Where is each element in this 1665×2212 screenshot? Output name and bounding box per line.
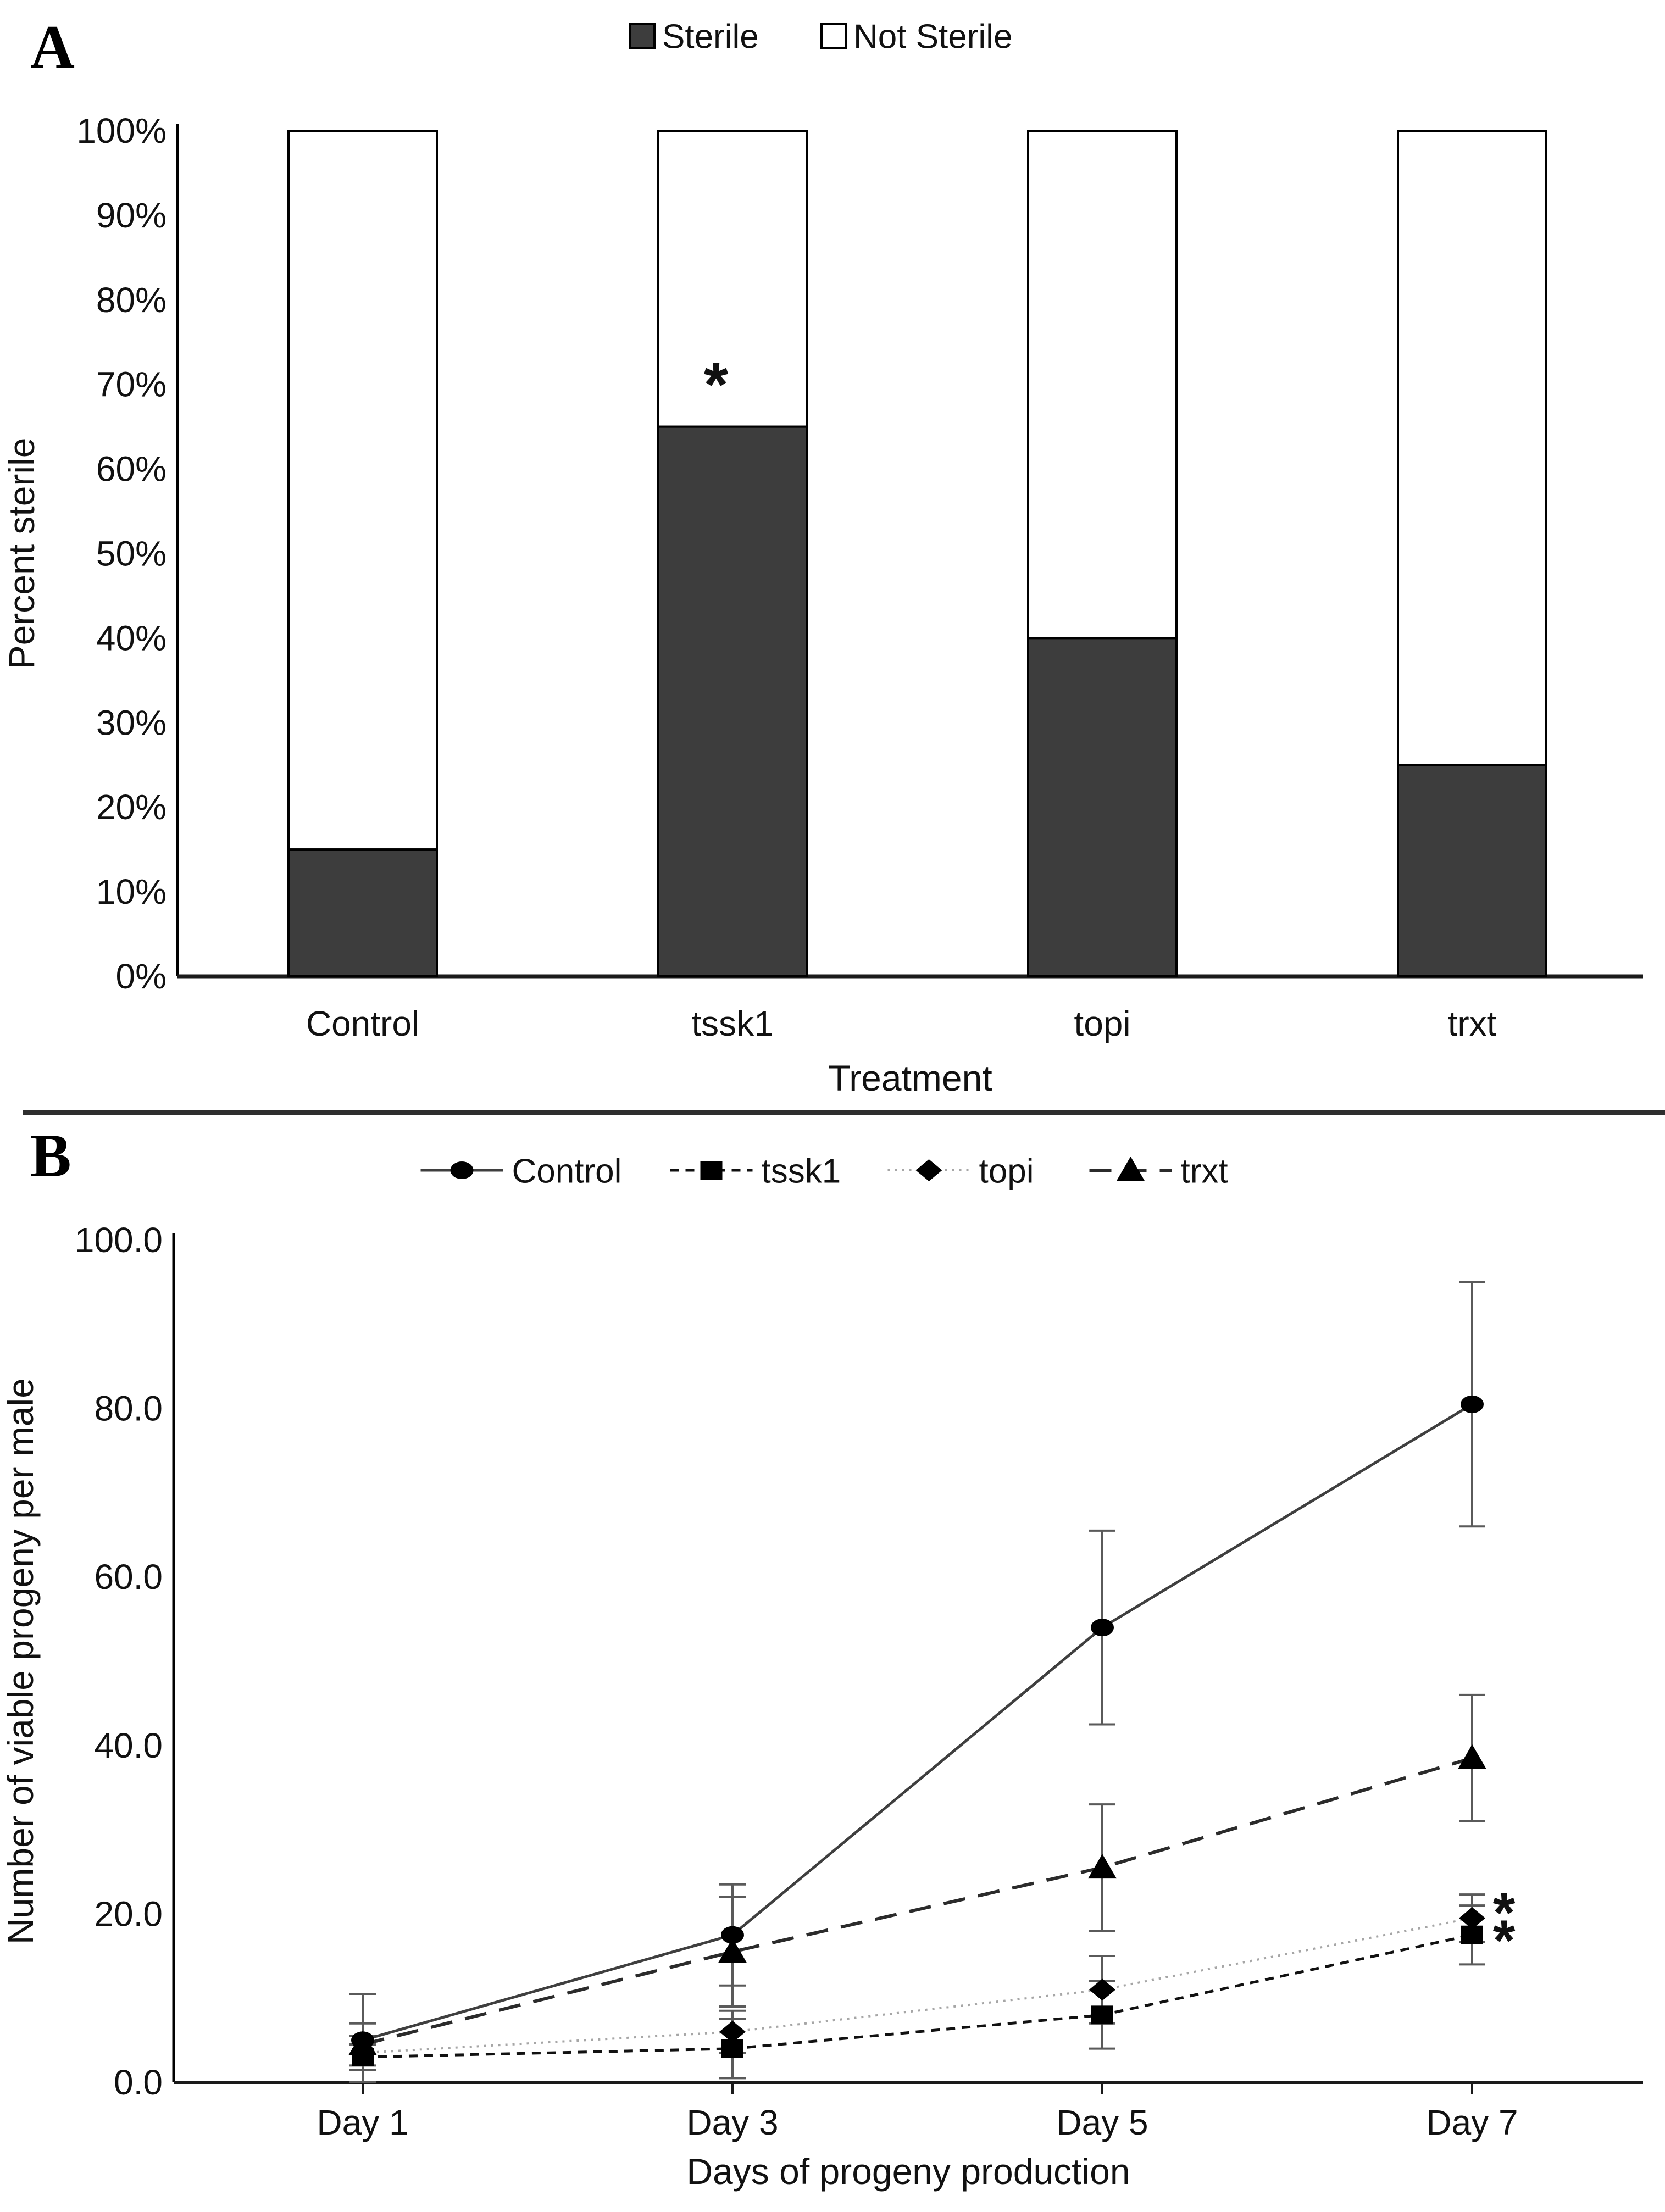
series-line-tssk1 bbox=[362, 1933, 1473, 2059]
y-tick-label: 20% bbox=[96, 787, 166, 827]
data-point-trxt bbox=[1458, 1744, 1486, 1769]
legend-label: tssk1 bbox=[762, 1152, 841, 1190]
data-point-tssk1 bbox=[1091, 2005, 1113, 2025]
x-tick-label: Day 5 bbox=[1056, 2103, 1148, 2142]
data-point-Control bbox=[721, 1926, 744, 1944]
legend-marker-square bbox=[700, 1161, 723, 1180]
legend-swatch-sterile bbox=[629, 23, 656, 49]
data-point-topi bbox=[719, 2021, 746, 2043]
y-tick-label: 40.0 bbox=[94, 1726, 163, 1765]
legend-marker-diamond bbox=[915, 1159, 942, 1181]
x-axis-title: Treatment bbox=[828, 1058, 992, 1098]
bar-segment-not-sterile bbox=[1027, 130, 1178, 640]
y-tick-label: 70% bbox=[96, 365, 166, 404]
panel-b-progeny-line-chart: Control tssk1 topi trxt 0.0 20.0 40.0 60.0 80.0 1… bbox=[0, 1152, 1643, 2192]
y-tick-label: 60% bbox=[96, 449, 166, 489]
panel-b-label: B bbox=[30, 1122, 71, 1190]
data-point-trxt bbox=[1088, 1854, 1117, 1879]
bar-segment-not-sterile bbox=[1397, 130, 1547, 766]
x-tick-label: Day 3 bbox=[686, 2103, 778, 2142]
legend-label: trxt bbox=[1181, 1152, 1228, 1190]
x-tick-label: trxt bbox=[1448, 1004, 1497, 1043]
panel-a-sterility-bar-chart: Sterile Not Sterile 0% 10% 20% 30% 40% 50% 60% 70… bbox=[1, 18, 1643, 1098]
bar-segment-sterile bbox=[657, 425, 808, 977]
bar-segment-sterile bbox=[1027, 637, 1178, 977]
bar-segment-not-sterile bbox=[287, 130, 438, 851]
x-tick-label: tssk1 bbox=[691, 1004, 773, 1043]
bar-segment-sterile bbox=[287, 848, 438, 978]
y-tick-label: 30% bbox=[96, 703, 166, 742]
data-point-topi bbox=[1089, 1978, 1115, 2001]
panel-divider-line bbox=[23, 1110, 1665, 1115]
panel-a-label: A bbox=[30, 13, 75, 81]
legend-label: Sterile bbox=[662, 18, 759, 55]
legend-label: topi bbox=[979, 1152, 1034, 1190]
significance-asterisk: * bbox=[704, 350, 729, 420]
significance-asterisk: * bbox=[1493, 1881, 1516, 1945]
y-tick-label: 40% bbox=[96, 618, 166, 658]
legend-marker-circle bbox=[450, 1161, 474, 1179]
legend-label: Control bbox=[512, 1152, 622, 1190]
data-point-Control bbox=[1091, 1619, 1114, 1637]
x-tick-label: topi bbox=[1074, 1004, 1130, 1043]
y-tick-label: 100.0 bbox=[75, 1220, 163, 1260]
x-axis-title: Days of progeny production bbox=[686, 2151, 1130, 2192]
legend-label: Not Sterile bbox=[853, 18, 1012, 55]
series-line-Control bbox=[362, 1403, 1473, 2042]
significance-asterisk: * bbox=[1493, 1908, 1516, 1972]
data-point-topi bbox=[1459, 1907, 1485, 1930]
x-tick-label: Day 7 bbox=[1426, 2103, 1518, 2142]
data-point-trxt bbox=[718, 1938, 747, 1963]
y-tick-label: 0% bbox=[116, 957, 167, 996]
y-tick-label: 80.0 bbox=[94, 1389, 163, 1429]
y-tick-label: 0.0 bbox=[114, 2063, 163, 2102]
series-line-trxt bbox=[362, 1756, 1473, 2046]
y-tick-label: 20.0 bbox=[94, 1894, 163, 1933]
legend-swatch-not-sterile bbox=[820, 23, 847, 49]
y-tick-label: 80% bbox=[96, 280, 166, 320]
y-tick-label: 10% bbox=[96, 872, 166, 912]
x-tick-label: Control bbox=[306, 1004, 419, 1043]
bar-segment-sterile bbox=[1397, 764, 1547, 977]
data-point-trxt bbox=[348, 2031, 377, 2056]
x-tick-label: Day 1 bbox=[317, 2103, 408, 2142]
y-tick-label: 50% bbox=[96, 534, 166, 574]
data-point-Control bbox=[1461, 1395, 1484, 1413]
y-axis-title: Percent sterile bbox=[1, 438, 42, 670]
legend-marker-triangle bbox=[1116, 1157, 1145, 1181]
bar-segment-not-sterile bbox=[657, 130, 808, 428]
y-axis-title: Number of viable progeny per male bbox=[0, 1378, 41, 1944]
y-tick-label: 60.0 bbox=[94, 1557, 163, 1597]
y-tick-label: 90% bbox=[96, 196, 166, 235]
y-tick-label: 100% bbox=[76, 111, 166, 151]
